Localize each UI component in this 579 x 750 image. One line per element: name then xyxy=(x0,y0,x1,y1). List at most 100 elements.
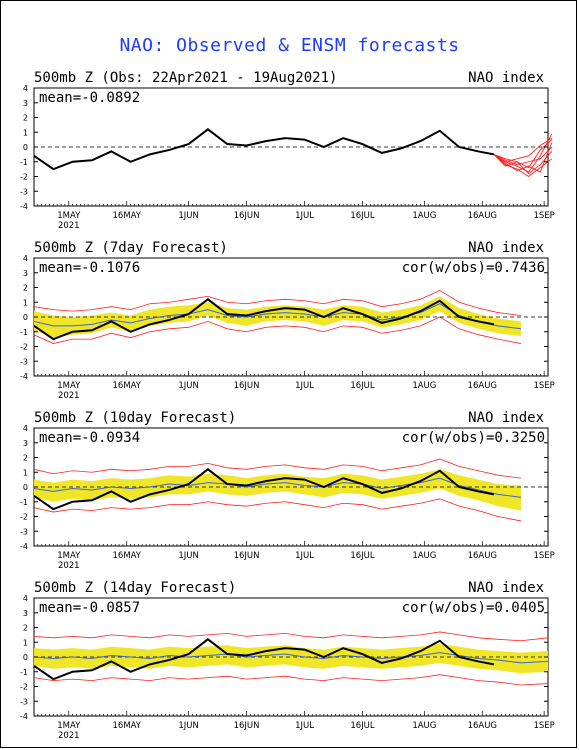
stat-right-bg xyxy=(394,431,544,444)
panel-header-right: NAO index xyxy=(468,410,544,426)
y-tick-label: 0 xyxy=(23,483,28,492)
y-tick-label: 4 xyxy=(23,594,28,603)
spread-band xyxy=(34,469,521,511)
ensemble-mean-line xyxy=(33,303,522,330)
member-line-6 xyxy=(493,139,553,169)
x-tick-label: 1MAY xyxy=(57,381,81,391)
observed-line xyxy=(33,128,495,171)
x-tick-label: 16AUG xyxy=(468,381,497,391)
panel-header-right: NAO index xyxy=(468,240,544,256)
y-tick-label: -4 xyxy=(20,372,28,381)
x-tick-label: 16MAY xyxy=(113,381,142,391)
panel-header-left: 500mb Z (Obs: 22Apr2021 - 19Aug2021) xyxy=(34,70,337,86)
y-tick-label: -2 xyxy=(20,173,28,182)
x-tick-label: 1JUL xyxy=(295,211,314,221)
stat-right-bg xyxy=(394,601,544,614)
member-line-7 xyxy=(493,151,553,175)
y-tick-label: 3 xyxy=(23,439,28,448)
y-tick-label: 4 xyxy=(23,424,28,433)
members-upper-line xyxy=(33,631,549,642)
y-tick-label: -3 xyxy=(20,187,28,196)
y-tick-label: 4 xyxy=(23,254,28,263)
nao-panel-3: 500mb Z (10day Forecast) NAO index mean=-0… xyxy=(20,410,555,571)
x-tick-label: 1JUN xyxy=(178,551,199,561)
y-tick-label: 1 xyxy=(23,638,28,647)
x-tick-label: 1AUG xyxy=(412,551,436,561)
x-tick-label: 16AUG xyxy=(468,211,497,221)
members-lower-line xyxy=(33,316,522,344)
y-tick-label: -3 xyxy=(20,527,28,536)
y-tick-label: 0 xyxy=(23,143,28,152)
members-lower-line xyxy=(33,498,522,522)
stat-correlation: cor(w/obs)=0.0405 xyxy=(402,600,545,616)
panel-header-right: NAO index xyxy=(468,580,544,596)
y-tick-label: -3 xyxy=(20,357,28,366)
panel-header-left: 500mb Z (10day Forecast) xyxy=(34,410,236,426)
x-tick-label: 1AUG xyxy=(412,211,436,221)
x-tick-label: 1SEP xyxy=(533,551,554,561)
y-tick-label: 1 xyxy=(23,298,28,307)
member-line-4 xyxy=(493,137,553,163)
x-tick-label: 16MAY xyxy=(113,721,142,731)
panel-header-left: 500mb Z (7day Forecast) xyxy=(34,240,228,256)
observed-line xyxy=(33,298,495,341)
x-tick-label: 1JUN xyxy=(178,381,199,391)
x-year-label: 2021 xyxy=(58,391,80,401)
members-upper-line xyxy=(33,289,521,316)
y-tick-label: -1 xyxy=(20,328,28,337)
panel-header-right: NAO index xyxy=(468,70,544,86)
stat-mean: mean=-0.0857 xyxy=(39,600,140,616)
x-tick-label: 16JUL xyxy=(350,551,375,561)
stat-correlation: cor(w/obs)=0.3250 xyxy=(402,430,545,446)
y-tick-label: 4 xyxy=(23,84,28,93)
x-tick-label: 1JUN xyxy=(178,211,199,221)
y-tick-label: -1 xyxy=(20,498,28,507)
x-tick-label: 16JUN xyxy=(234,211,260,221)
y-tick-label: -4 xyxy=(20,202,28,211)
nao-panel-4: 500mb Z (14day Forecast) NAO index mean=-0… xyxy=(20,580,555,741)
y-tick-label: -1 xyxy=(20,668,28,677)
x-tick-label: 1AUG xyxy=(412,721,436,731)
x-tick-label: 16JUN xyxy=(234,551,260,561)
x-tick-label: 1SEP xyxy=(533,721,554,731)
y-tick-label: -2 xyxy=(20,683,28,692)
y-tick-label: -4 xyxy=(20,712,28,721)
stat-correlation: cor(w/obs)=0.7436 xyxy=(402,260,545,276)
x-tick-label: 1JUN xyxy=(178,721,199,731)
y-tick-label: 3 xyxy=(23,609,28,618)
x-tick-label: 1JUL xyxy=(295,721,314,731)
members-lower-line xyxy=(33,674,549,686)
y-tick-label: -1 xyxy=(20,158,28,167)
panel-header-left: 500mb Z (14day Forecast) xyxy=(34,580,236,596)
y-tick-label: 0 xyxy=(23,653,28,662)
x-tick-label: 16JUL xyxy=(350,211,375,221)
x-tick-label: 1MAY xyxy=(57,211,81,221)
stat-left-bg xyxy=(38,431,166,444)
y-tick-label: 2 xyxy=(23,284,28,293)
y-tick-label: -2 xyxy=(20,343,28,352)
member-line-5 xyxy=(493,142,553,173)
nao-panel-2: 500mb Z (7day Forecast) NAO index mean=-0.… xyxy=(20,240,555,401)
y-tick-label: 2 xyxy=(23,114,28,123)
x-tick-label: 16JUL xyxy=(350,381,375,391)
x-tick-label: 16MAY xyxy=(113,211,142,221)
x-tick-label: 1SEP xyxy=(533,211,554,221)
x-tick-label: 1AUG xyxy=(412,381,436,391)
x-tick-label: 1MAY xyxy=(57,721,81,731)
y-tick-label: 1 xyxy=(23,128,28,137)
y-tick-label: 0 xyxy=(23,313,28,322)
observed-line xyxy=(33,468,495,511)
ensemble-mean-line xyxy=(33,477,522,498)
chart-title: NAO: Observed & ENSM forecasts xyxy=(119,35,460,56)
y-tick-label: -3 xyxy=(20,697,28,706)
stat-right-bg xyxy=(394,261,544,274)
x-year-label: 2021 xyxy=(58,731,80,741)
y-tick-label: 3 xyxy=(23,269,28,278)
stat-left-bg xyxy=(38,261,166,274)
x-year-label: 2021 xyxy=(58,561,80,571)
x-tick-label: 16JUL xyxy=(350,721,375,731)
member-line-2 xyxy=(493,146,553,166)
x-tick-label: 16JUN xyxy=(234,721,260,731)
x-tick-label: 1JUL xyxy=(295,551,314,561)
